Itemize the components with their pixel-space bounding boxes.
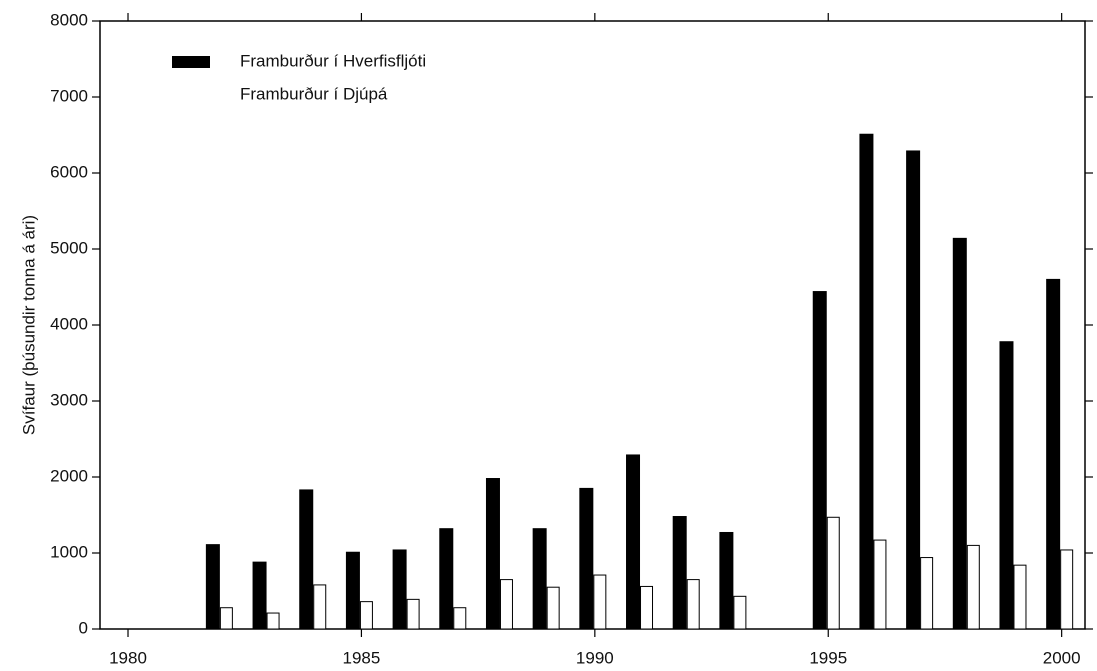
y-tick-label: 7000 bbox=[50, 86, 88, 105]
bar bbox=[1060, 549, 1074, 630]
bar bbox=[719, 531, 734, 630]
bar bbox=[546, 586, 560, 630]
bar bbox=[672, 516, 687, 630]
bar bbox=[859, 133, 874, 630]
y-tick-label: 5000 bbox=[50, 238, 88, 257]
bar bbox=[873, 539, 887, 630]
bar bbox=[966, 544, 980, 630]
bar bbox=[359, 601, 373, 630]
y-tick-label: 1000 bbox=[50, 542, 88, 561]
x-tick-label: 1990 bbox=[576, 648, 614, 667]
bar bbox=[812, 291, 827, 630]
bar bbox=[626, 454, 641, 630]
bar bbox=[733, 595, 747, 630]
y-tick-label: 8000 bbox=[50, 10, 88, 29]
bar bbox=[406, 598, 420, 630]
y-tick-label: 2000 bbox=[50, 466, 88, 485]
bar bbox=[999, 341, 1014, 630]
bar bbox=[266, 612, 280, 630]
bar bbox=[640, 585, 654, 630]
bar bbox=[485, 478, 500, 630]
legend-label: Framburður í Djúpá bbox=[240, 84, 388, 103]
bar bbox=[952, 237, 967, 630]
bar bbox=[579, 487, 594, 630]
bar bbox=[252, 561, 267, 630]
bar bbox=[532, 528, 547, 630]
x-tick-label: 2000 bbox=[1043, 648, 1081, 667]
bar bbox=[1013, 564, 1027, 630]
bar bbox=[392, 549, 407, 630]
bar bbox=[205, 544, 220, 630]
bar bbox=[826, 516, 840, 630]
bar bbox=[219, 607, 233, 630]
bar bbox=[299, 489, 314, 630]
y-tick-label: 3000 bbox=[50, 390, 88, 409]
x-tick-label: 1980 bbox=[109, 648, 147, 667]
bar bbox=[345, 551, 360, 630]
bar bbox=[1046, 278, 1061, 630]
x-tick-label: 1985 bbox=[343, 648, 381, 667]
bar bbox=[453, 607, 467, 630]
x-tick-label: 1995 bbox=[809, 648, 847, 667]
y-tick-label: 0 bbox=[79, 618, 88, 637]
bar bbox=[439, 528, 454, 630]
legend-swatch bbox=[172, 56, 210, 68]
legend-label: Framburður í Hverfisfljóti bbox=[240, 51, 426, 70]
bar bbox=[499, 579, 513, 630]
legend-swatch bbox=[172, 89, 210, 101]
y-tick-label: 6000 bbox=[50, 162, 88, 181]
bar bbox=[920, 557, 934, 630]
y-tick-label: 4000 bbox=[50, 314, 88, 333]
bar bbox=[906, 150, 921, 630]
bar bbox=[313, 584, 327, 630]
bar bbox=[593, 574, 607, 630]
bar bbox=[686, 579, 700, 630]
y-axis-label: Svífaur (þúsundir tonna á ári) bbox=[19, 215, 38, 435]
